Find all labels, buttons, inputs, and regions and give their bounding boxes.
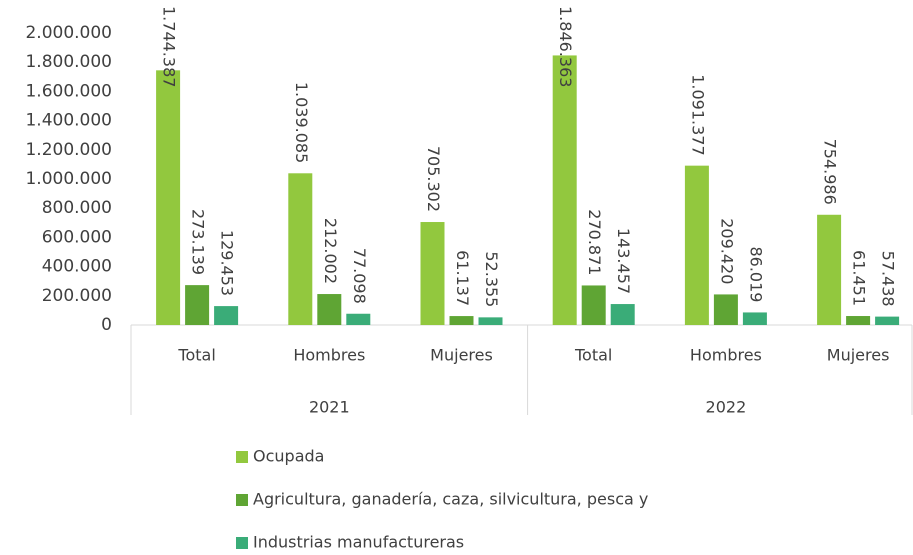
data-label: 1.039.085: [292, 82, 311, 163]
data-label: 1.091.377: [688, 74, 707, 155]
legend-label: Agricultura, ganadería, caza, silvicultu…: [253, 490, 648, 509]
bar: [185, 285, 210, 325]
data-label: 1.846.363: [556, 6, 575, 87]
y-tick-label: 0: [101, 315, 112, 335]
legend-swatch: [236, 494, 248, 506]
data-label: 61.451: [850, 250, 869, 306]
bar: [875, 316, 900, 325]
legend-label: Ocupada: [253, 447, 324, 466]
y-tick-label: 2.000.000: [25, 23, 112, 43]
y-tick-label: 1.000.000: [25, 169, 112, 189]
data-label: 212.002: [321, 218, 340, 284]
bar: [846, 316, 871, 325]
x-tick-label: Hombres: [690, 346, 762, 365]
data-label: 754.986: [821, 139, 840, 205]
data-label: 52.355: [482, 251, 501, 307]
legend-swatch: [236, 451, 248, 463]
data-label: 57.438: [879, 251, 898, 307]
bar: [742, 312, 767, 325]
group-label: 2021: [309, 398, 350, 417]
data-label: 86.019: [746, 246, 765, 302]
data-label: 77.098: [350, 248, 369, 304]
data-label: 61.137: [453, 250, 472, 306]
y-tick-label: 1.800.000: [25, 52, 112, 72]
bar: [317, 294, 342, 325]
bar: [610, 304, 635, 325]
y-tick-label: 1.400.000: [25, 111, 112, 131]
data-label: 273.139: [189, 209, 208, 275]
bar: [478, 317, 503, 325]
data-label: 270.871: [585, 209, 604, 275]
y-tick-label: 1.200.000: [25, 140, 112, 160]
x-tick-label: Mujeres: [827, 346, 890, 365]
legend-label: Industrias manufactureras: [253, 533, 464, 552]
bar: [684, 165, 709, 325]
bar: [156, 70, 181, 326]
data-label: 209.420: [717, 218, 736, 284]
x-tick-label: Total: [177, 346, 215, 365]
bar: [713, 294, 738, 325]
bar: [346, 313, 371, 325]
bar: [420, 222, 445, 325]
data-label: 129.453: [218, 230, 237, 296]
data-label: 1.744.387: [160, 6, 179, 87]
y-tick-label: 1.600.000: [25, 81, 112, 101]
group-label: 2022: [706, 398, 747, 417]
bar: [449, 316, 474, 325]
bar: [817, 214, 842, 325]
y-tick-label: 400.000: [42, 257, 112, 277]
bar: [288, 173, 313, 325]
legend-swatch: [236, 537, 248, 549]
y-tick-label: 800.000: [42, 198, 112, 218]
data-label: 143.457: [614, 228, 633, 294]
x-tick-label: Mujeres: [430, 346, 493, 365]
x-tick-label: Hombres: [293, 346, 365, 365]
bar: [552, 55, 577, 326]
y-tick-label: 600.000: [42, 227, 112, 247]
bar: [581, 285, 606, 325]
x-tick-label: Total: [574, 346, 612, 365]
bar: [214, 306, 239, 325]
data-label: 705.302: [424, 146, 443, 212]
y-tick-label: 200.000: [42, 286, 112, 306]
